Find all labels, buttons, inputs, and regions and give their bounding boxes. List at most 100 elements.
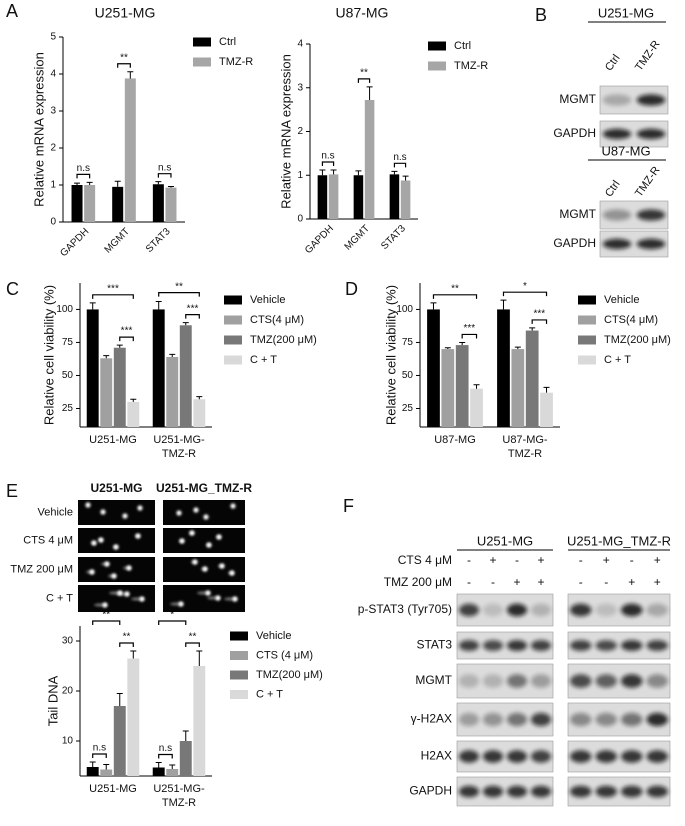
blot-band — [530, 750, 552, 763]
significance-label: * — [523, 281, 527, 292]
blot-band — [530, 785, 552, 798]
significance-bracket — [393, 162, 407, 168]
error-bar — [74, 182, 81, 185]
significance-bracket — [119, 642, 134, 647]
error-bar — [155, 300, 162, 310]
blot-band — [530, 640, 552, 651]
error-bar — [182, 730, 189, 741]
blot-band — [530, 603, 552, 617]
treatment-sign: - — [467, 553, 471, 567]
error-bar — [182, 322, 189, 326]
error-bar — [196, 396, 203, 400]
row-label: MGMT — [559, 207, 596, 221]
legend-swatch — [230, 690, 248, 699]
y-tick-label: 0 — [50, 217, 56, 228]
error-bar — [130, 398, 137, 402]
bar — [328, 174, 339, 219]
blot-band — [458, 603, 480, 617]
panel-label: C — [6, 279, 19, 299]
blot-band — [458, 750, 480, 763]
significance-label: ** — [123, 632, 131, 643]
legend-label: TMZ(200 μM) — [604, 334, 671, 346]
error-bar — [391, 170, 398, 175]
row-label: GAPDH — [409, 784, 452, 798]
blot-band — [621, 712, 643, 727]
legend-label: CTS(4 μM) — [250, 314, 304, 326]
error-bar — [127, 71, 134, 79]
blot-band — [570, 674, 592, 688]
bar — [511, 349, 525, 427]
blot-band — [646, 603, 668, 617]
blot-band — [506, 712, 528, 727]
column-header: U251-MG_TMZ-R — [156, 481, 252, 495]
error-bar — [89, 302, 96, 310]
error-bar — [103, 355, 110, 359]
y-tick-label: 3 — [297, 82, 303, 93]
error-bar — [86, 181, 93, 185]
error-bar — [444, 347, 451, 350]
y-tick-label: 1 — [50, 180, 56, 191]
comet-image — [163, 528, 245, 553]
blot-band — [602, 209, 632, 221]
row-label: γ-H2AX — [411, 712, 452, 726]
blot-title: U251-MG — [598, 5, 654, 20]
significance-bracket — [461, 333, 478, 339]
blot-band — [506, 750, 528, 763]
chart-title: U251-MG — [95, 5, 156, 21]
treatment-sign: - — [515, 553, 519, 567]
legend-label: Vehicle — [256, 630, 291, 642]
blot-band — [482, 750, 504, 763]
significance-label: *** — [121, 326, 133, 337]
y-axis-label: Tail DNA — [45, 675, 60, 726]
y-tick-label: 20 — [62, 686, 74, 697]
bar — [470, 388, 483, 427]
legend-label: C + T — [250, 354, 277, 366]
comet-head — [113, 544, 119, 550]
y-axis-label: Relative mRNA expression — [31, 52, 46, 207]
legend-swatch — [230, 631, 248, 641]
comet-head — [203, 514, 209, 520]
blot-band — [506, 603, 528, 617]
significance-label: *** — [464, 323, 476, 334]
treatment-sign: + — [513, 575, 520, 589]
bar — [84, 185, 96, 222]
blot-band — [570, 750, 592, 763]
blot-band — [636, 209, 666, 221]
y-tick-label: 30 — [62, 636, 74, 647]
comet-head — [85, 502, 91, 508]
error-bar — [155, 762, 162, 768]
error-bar — [167, 185, 174, 188]
blot-band — [482, 674, 504, 688]
row-label: GAPDH — [553, 126, 596, 140]
x-tick-label-box: U251-MG- TMZ-R — [153, 783, 204, 809]
error-bar — [459, 341, 466, 346]
blot-band — [621, 750, 643, 763]
error-bar — [196, 650, 203, 666]
legend-label: CTS (4 μM) — [256, 649, 313, 661]
blot-band — [636, 238, 666, 250]
blot-band — [646, 640, 668, 651]
bar — [389, 174, 400, 219]
blot-band — [595, 603, 617, 617]
y-tick-label: 10 — [62, 736, 74, 747]
x-tick-label-box: U87-MG- TMZ-R — [502, 434, 547, 460]
blot-band — [636, 128, 666, 140]
legend-swatch — [224, 295, 242, 305]
comet-head — [216, 534, 222, 540]
blot-title: U87-MG — [601, 143, 650, 158]
comet-head — [202, 566, 208, 572]
blot-band — [570, 640, 592, 651]
x-tick-label-box: U87-MG — [434, 434, 476, 446]
blot-band — [482, 640, 504, 651]
panel-label: A — [6, 1, 18, 21]
blot-band — [530, 674, 552, 688]
significance-bracket — [502, 291, 548, 297]
bar — [166, 769, 179, 776]
error-bar — [89, 761, 96, 767]
blot-band — [458, 785, 480, 798]
treatment-label: TMZ 200 μM — [384, 575, 452, 589]
bar — [86, 309, 99, 427]
bar — [152, 767, 165, 776]
significance-label: ** — [175, 281, 183, 292]
error-bar — [514, 346, 521, 350]
